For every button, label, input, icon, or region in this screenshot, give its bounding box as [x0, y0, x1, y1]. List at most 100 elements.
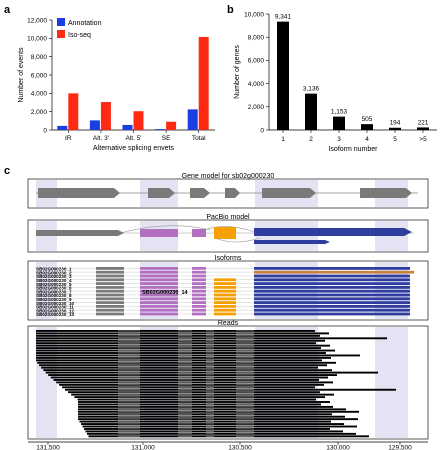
y-tick-label: 4,000 [31, 91, 48, 98]
isoform-exon-brown [254, 270, 414, 274]
y-axis-title: Number of events [18, 47, 25, 103]
bar-iso-seq [133, 111, 144, 130]
isoform-label: SB02G000230_9 [36, 297, 72, 302]
read-line [82, 425, 357, 428]
bar-annotation [89, 120, 100, 130]
isoform-exon-gray [96, 278, 124, 282]
isoform-exon-blue [254, 297, 410, 301]
isoform-exon-blue [254, 301, 410, 304]
read-line [36, 342, 316, 345]
isoform-exon-gray [96, 267, 124, 270]
genome-tick-label: 130,500 [228, 445, 252, 450]
isoform-exon-purple [140, 301, 178, 304]
bar-iso-seq [68, 93, 79, 130]
isoform-label: SB02G000230_11 [36, 305, 74, 310]
bar-annotation [122, 124, 133, 130]
x-tick-label: Total [192, 135, 206, 142]
bar-isoform-1 [277, 21, 289, 130]
y-tick-label: 2,000 [31, 109, 48, 116]
x-tick-label: 3 [337, 136, 341, 143]
isoform-exon-purple [192, 293, 206, 297]
isoform-exon-orange [214, 289, 236, 293]
genome-tick-label: 131,500 [36, 445, 60, 450]
bar-value-label: 505 [362, 116, 373, 123]
x-tick-label: 1 [281, 136, 285, 143]
read-line [36, 354, 360, 357]
isoform-highlight-label: SB02G000230_14 [142, 290, 189, 296]
y-tick-label: 0 [43, 127, 47, 134]
isoform-exon-purple [140, 267, 178, 270]
legend-label: Iso-seq [68, 32, 91, 39]
isoform-exon-purple [192, 286, 206, 289]
isoform-exon-purple [140, 289, 178, 293]
gene-model-title: Gene model for sb02g000230 [182, 173, 275, 180]
panel-b: b 0 2,000 4,000 6,000 8,000 10,000 9,341 1 3,136… [225, 0, 445, 160]
y-tick-label: 12,000 [27, 17, 47, 24]
read-line [65, 388, 396, 391]
x-tick-label: 4 [365, 136, 369, 143]
panel-label-b: b [227, 4, 234, 16]
isoform-exon-gray [96, 282, 124, 285]
isoform-exon-blue [254, 282, 410, 285]
isoform-exon-purple [192, 297, 206, 301]
x-tick-label: 2 [309, 136, 313, 143]
read-line [77, 398, 316, 401]
read-line [87, 432, 356, 435]
reads-title: Reads [218, 320, 239, 327]
genome-tick-label: 129,500 [388, 445, 412, 450]
y-tick-label: 8,000 [31, 54, 48, 61]
isoform-exon-orange [214, 312, 236, 316]
bar-annotation [155, 129, 166, 130]
bar-value-label: 1,153 [331, 109, 348, 116]
isoform-exon-gray [96, 297, 124, 301]
bar-value-label: 221 [418, 119, 429, 126]
x-axis-title: Isoform number [328, 146, 378, 153]
gene-model-exon [148, 188, 175, 198]
read-line [48, 374, 337, 376]
bar-value-label: 3,136 [303, 86, 320, 93]
isoform-exon-purple [140, 286, 178, 289]
bar-iso-seq [198, 36, 209, 131]
genome-tick-label: 130,000 [326, 445, 350, 450]
y-axis-title: Number of genes [234, 45, 241, 99]
pacbio-exon-blue-short [254, 240, 330, 244]
isoform-label: SB02G000230_1 [36, 267, 72, 272]
pacbio-model-title: PacBio model [206, 214, 250, 221]
isoform-exon-purple [192, 274, 206, 278]
isoform-exon-blue [254, 278, 410, 282]
isoform-label: SB02G000230_10 [36, 301, 75, 306]
gene-model-exon [38, 188, 120, 198]
bar-iso-seq [166, 121, 177, 130]
x-tick-label: Alt. 3′ [93, 135, 110, 142]
isoform-exon-purple [192, 289, 206, 293]
isoform-exon-blue [254, 312, 410, 316]
pacbio-splice-arcs [119, 225, 361, 243]
isoform-exon-gray [96, 301, 124, 304]
isoform-exon-blue [254, 267, 410, 270]
isoform-exon-purple [192, 282, 206, 285]
read-line [78, 413, 332, 416]
isoform-exon-orange [214, 278, 236, 282]
isoforms-title: Isoforms [215, 255, 242, 262]
isoform-label: SB02G000230_13 [36, 312, 75, 317]
isoform-exon-blue [254, 305, 410, 308]
isoform-exon-purple [192, 267, 206, 270]
x-tick-label: 5 [393, 136, 397, 143]
pacbio-exon-gray [36, 230, 124, 236]
x-tick-label: IR [65, 135, 72, 142]
shaded-region [375, 327, 408, 438]
read-line [71, 393, 334, 396]
isoform-label: SB02G000230_6 [36, 286, 72, 291]
isoform-exon-gray [96, 312, 124, 316]
legend-swatch-iso-seq [57, 30, 65, 38]
read-line [78, 418, 358, 421]
legend-swatch-annotation [57, 18, 65, 26]
x-axis-title: Alternative splicing envets [93, 145, 174, 152]
isoform-exon-blue [254, 293, 410, 297]
gene-model-exon [190, 188, 210, 198]
isoform-exon-gray [96, 270, 124, 274]
y-tick-label: 6,000 [31, 72, 48, 79]
x-tick-label: SE [162, 135, 171, 142]
read-line [79, 420, 331, 423]
legend-label: Annotation [68, 20, 102, 27]
